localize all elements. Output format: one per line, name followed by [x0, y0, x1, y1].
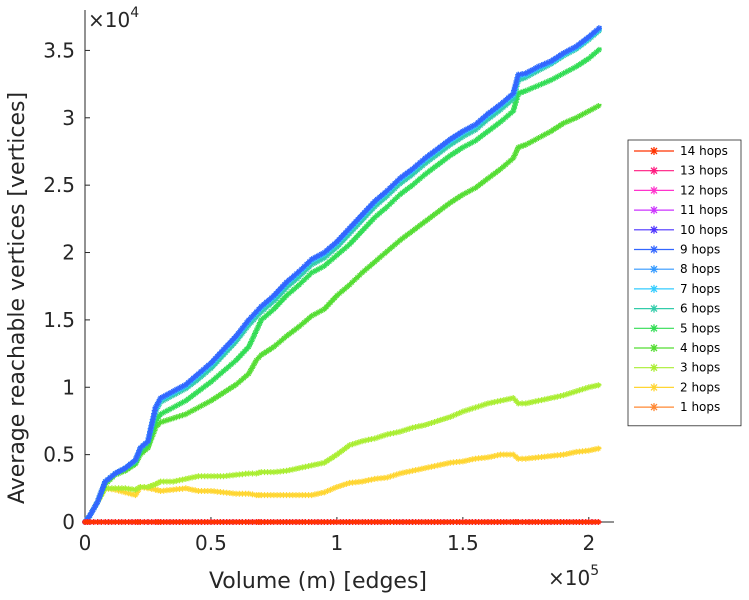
legend-marker — [650, 284, 658, 293]
y-exponent-label: ×104 — [88, 5, 139, 32]
y-exponent-text: 4 — [130, 5, 139, 21]
legend-label: 11 hops — [680, 203, 728, 217]
legend: 14 hops 13 hops 12 hops 11 hops 10 hops 9 hop… — [627, 139, 742, 427]
legend-item: 12 hops — [634, 183, 728, 197]
legend-marker — [650, 206, 658, 215]
y-tick-label: 1.5 — [43, 308, 75, 332]
legend-item: 7 hops — [634, 282, 720, 296]
y-tick-label: 3 — [62, 106, 75, 130]
legend-label: 2 hops — [680, 380, 720, 394]
legend-item: 2 hops — [634, 380, 720, 394]
y-tick-label: 0.5 — [43, 443, 75, 467]
legend-marker — [650, 403, 658, 412]
legend-box — [627, 139, 742, 427]
legend-marker — [650, 304, 658, 313]
legend-marker — [650, 324, 658, 333]
series-layer — [82, 25, 602, 525]
x-axis-label: Volume (m) [edges] — [209, 569, 427, 594]
x-multiplier-text: ×10 — [548, 566, 590, 590]
legend-item: 3 hops — [634, 361, 720, 375]
legend-item: 9 hops — [634, 243, 720, 257]
legend-label: 9 hops — [680, 243, 720, 257]
legend-label: 12 hops — [680, 183, 728, 197]
legend-label: 5 hops — [680, 321, 720, 335]
svg-text:×105: ×105 — [548, 563, 599, 590]
legend-label: 10 hops — [680, 223, 728, 237]
legend-marker — [650, 166, 658, 175]
x-exponent-label: ×105 — [548, 563, 599, 590]
legend-label: 3 hops — [680, 361, 720, 375]
legend-label: 4 hops — [680, 341, 720, 355]
legend-label: 7 hops — [680, 282, 720, 296]
svg-text:×104: ×104 — [88, 5, 139, 32]
x-tick-label: 0 — [79, 531, 92, 555]
series-markers — [82, 445, 602, 525]
legend-item: 8 hops — [634, 262, 720, 276]
x-tick-label: 2 — [582, 531, 595, 555]
legend-label: 8 hops — [680, 262, 720, 276]
legend-item: 6 hops — [634, 302, 720, 316]
x-tick-label: 1 — [331, 531, 344, 555]
legend-marker — [650, 186, 658, 195]
legend-label: 6 hops — [680, 302, 720, 316]
legend-item: 11 hops — [634, 203, 728, 217]
legend-marker — [650, 383, 658, 392]
x-axis: 0 0.5 1 1.5 2 — [79, 517, 595, 555]
series-markers — [82, 103, 602, 525]
legend-item: 13 hops — [634, 164, 728, 178]
legend-label: 1 hops — [680, 400, 720, 414]
legend-item: 10 hops — [634, 223, 728, 237]
legend-item: 1 hops — [634, 400, 720, 414]
legend-label: 13 hops — [680, 164, 728, 178]
y-tick-label: 1 — [62, 375, 75, 399]
series-14-hops — [82, 519, 602, 525]
legend-marker — [650, 265, 658, 274]
y-tick-label: 3.5 — [43, 38, 75, 62]
legend-marker — [650, 245, 658, 254]
legend-label: 14 hops — [680, 144, 728, 158]
series-9-hops — [82, 25, 602, 525]
series-markers — [82, 519, 602, 525]
x-exponent-text: 5 — [590, 563, 599, 579]
legend-item: 5 hops — [634, 321, 720, 335]
legend-marker — [650, 344, 658, 352]
series-2-hops — [82, 445, 602, 525]
y-axis-label: Average reachable vertices [vertices] — [5, 92, 30, 504]
legend-item: 14 hops — [634, 144, 728, 158]
legend-item: 4 hops — [634, 341, 720, 355]
legend-marker — [650, 225, 658, 234]
y-tick-label: 0 — [62, 510, 75, 534]
legend-marker — [650, 147, 658, 155]
series-4-hops — [82, 103, 602, 525]
y-tick-label: 2 — [62, 241, 75, 265]
legend-marker — [650, 363, 658, 372]
x-tick-label: 0.5 — [195, 531, 227, 555]
y-tick-label: 2.5 — [43, 173, 75, 197]
y-axis: 0 0.5 1 1.5 2 2.5 3 3.5 — [43, 38, 90, 534]
x-tick-label: 1.5 — [447, 531, 479, 555]
y-multiplier-text: ×10 — [88, 8, 130, 32]
